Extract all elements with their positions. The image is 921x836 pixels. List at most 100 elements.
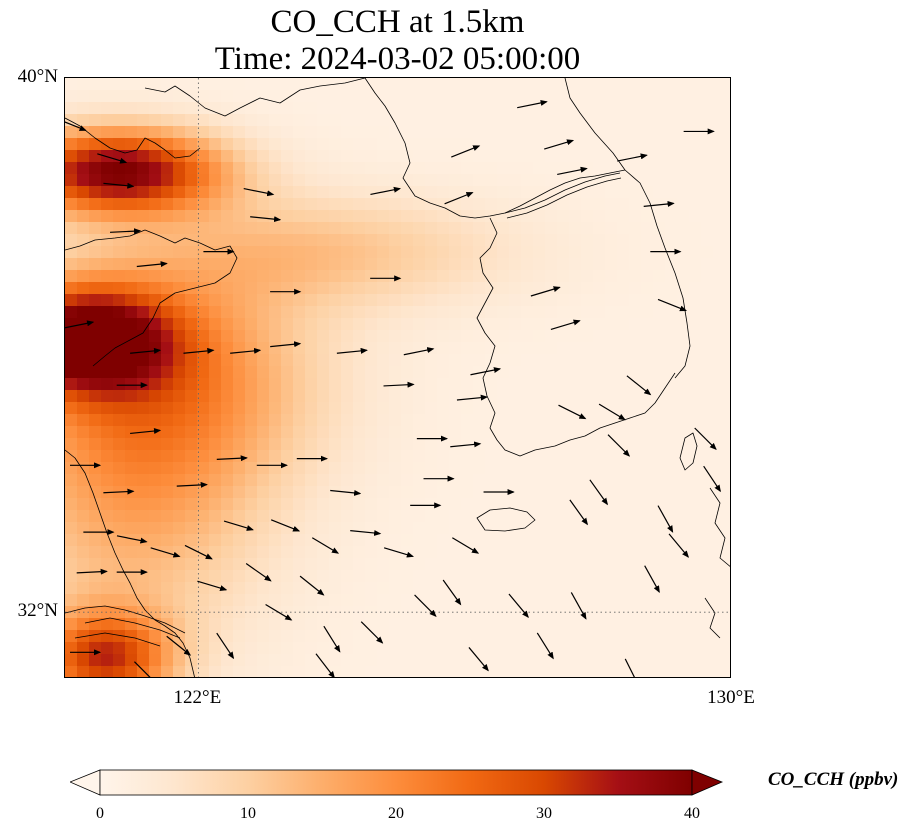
- heatmap-cell: [185, 594, 198, 607]
- heatmap-cell: [389, 582, 402, 595]
- wind-arrow: [130, 347, 162, 354]
- heatmap-cell: [185, 138, 198, 151]
- heatmap-cell: [245, 258, 258, 271]
- heatmap-cell: [281, 486, 294, 499]
- heatmap-cell: [317, 342, 330, 355]
- heatmap-cell: [473, 330, 486, 343]
- heatmap-cell: [581, 666, 594, 677]
- heatmap-cell: [413, 198, 426, 211]
- heatmap-cell: [569, 546, 582, 559]
- heatmap-cell: [209, 654, 222, 667]
- heatmap-cell: [629, 246, 642, 259]
- heatmap-cell: [305, 294, 318, 307]
- heatmap-cell: [269, 438, 282, 451]
- heatmap-cell: [197, 426, 210, 439]
- heatmap-cell: [197, 294, 210, 307]
- heatmap-cell: [293, 138, 306, 151]
- heatmap-cell: [389, 318, 402, 331]
- heatmap-cell: [317, 474, 330, 487]
- heatmap-cell: [221, 474, 234, 487]
- heatmap-cell: [161, 174, 174, 187]
- heatmap-cell: [389, 570, 402, 583]
- heatmap-cell: [221, 150, 234, 163]
- heatmap-cell: [653, 174, 666, 187]
- heatmap-cell: [245, 114, 258, 127]
- heatmap-cell: [173, 642, 186, 655]
- heatmap-cell: [329, 114, 342, 127]
- heatmap-cell: [581, 282, 594, 295]
- heatmap-cell: [389, 234, 402, 247]
- heatmap-cell: [425, 258, 438, 271]
- heatmap-cell: [269, 330, 282, 343]
- heatmap-cell: [425, 486, 438, 499]
- heatmap-cell: [665, 354, 678, 367]
- heatmap-cell: [221, 198, 234, 211]
- heatmap-cell: [113, 402, 126, 415]
- heatmap-cell: [77, 246, 90, 259]
- heatmap-cell: [233, 546, 246, 559]
- heatmap-cell: [257, 342, 270, 355]
- heatmap-cell: [221, 378, 234, 391]
- heatmap-cell: [509, 546, 522, 559]
- heatmap-cell: [365, 630, 378, 643]
- heatmap-cell: [557, 354, 570, 367]
- heatmap-cell: [521, 186, 534, 199]
- heatmap-cell: [437, 210, 450, 223]
- heatmap-cell: [125, 546, 138, 559]
- heatmap-cell: [725, 258, 730, 271]
- heatmap-cell: [281, 162, 294, 175]
- heatmap-cell: [521, 546, 534, 559]
- heatmap-cell: [317, 546, 330, 559]
- heatmap-cell: [281, 150, 294, 163]
- heatmap-cell: [209, 78, 222, 91]
- heatmap-cell: [617, 330, 630, 343]
- heatmap-cell: [593, 438, 606, 451]
- heatmap-cell: [725, 294, 730, 307]
- heatmap-cell: [617, 282, 630, 295]
- heatmap-cell: [185, 162, 198, 175]
- heatmap-cell: [569, 138, 582, 151]
- heatmap-cell: [413, 582, 426, 595]
- heatmap-cell: [137, 234, 150, 247]
- heatmap-cell: [329, 330, 342, 343]
- heatmap-cell: [653, 654, 666, 667]
- heatmap-cell: [545, 522, 558, 535]
- heatmap-cell: [449, 594, 462, 607]
- heatmap-cell: [677, 282, 690, 295]
- heatmap-cell: [101, 294, 114, 307]
- colorbar-min-extension: [70, 769, 101, 796]
- heatmap-cell: [509, 438, 522, 451]
- heatmap-cell: [377, 426, 390, 439]
- heatmap-cell: [281, 222, 294, 235]
- heatmap-cell: [425, 402, 438, 415]
- heatmap-cell: [353, 594, 366, 607]
- heatmap-cell: [641, 294, 654, 307]
- heatmap-cell: [425, 234, 438, 247]
- heatmap-cell: [569, 366, 582, 379]
- heatmap-cell: [233, 402, 246, 415]
- heatmap-cell: [641, 498, 654, 511]
- heatmap-cell: [365, 642, 378, 655]
- heatmap-cell: [305, 354, 318, 367]
- heatmap-cell: [461, 258, 474, 271]
- heatmap-cell: [413, 126, 426, 139]
- heatmap-cell: [305, 618, 318, 631]
- heatmap-cell: [689, 534, 702, 547]
- heatmap-cell: [389, 102, 402, 115]
- heatmap-cell: [101, 402, 114, 415]
- heatmap-cell: [233, 390, 246, 403]
- heatmap-cell: [689, 630, 702, 643]
- heatmap-cell: [533, 426, 546, 439]
- heatmap-cell: [401, 246, 414, 259]
- heatmap-cell: [341, 606, 354, 619]
- heatmap-cell: [677, 426, 690, 439]
- heatmap-cell: [269, 138, 282, 151]
- heatmap-cell: [317, 522, 330, 535]
- heatmap-cell: [581, 366, 594, 379]
- heatmap-cell: [593, 246, 606, 259]
- heatmap-cell: [521, 414, 534, 427]
- heatmap-cell: [509, 102, 522, 115]
- heatmap-cell: [329, 666, 342, 677]
- heatmap-cell: [113, 570, 126, 583]
- heatmap-cell: [101, 342, 114, 355]
